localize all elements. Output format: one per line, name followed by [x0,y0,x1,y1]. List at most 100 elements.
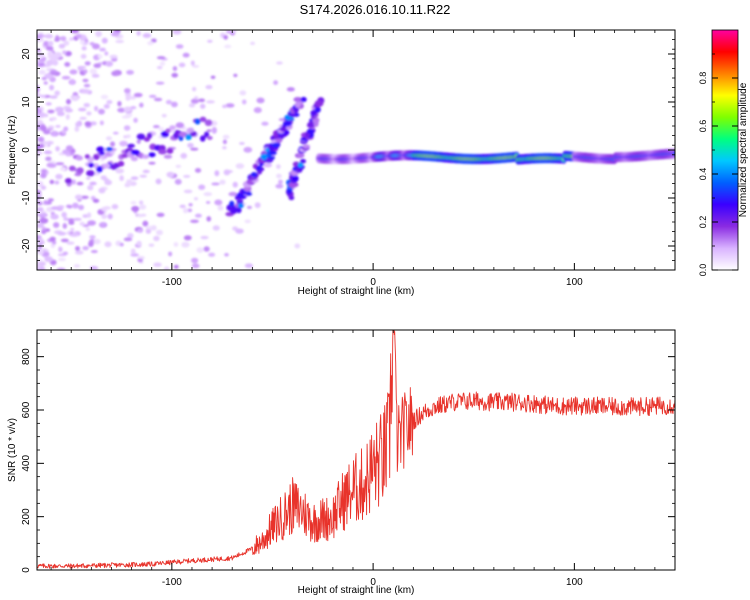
spectrogram-cell [76,167,84,174]
spectrogram-cell [148,161,156,165]
spectrogram-cell [105,147,113,152]
spectrogram-cell [40,168,48,174]
spectrogram-cell [190,60,195,66]
spectrogram-cell [62,251,69,256]
spectrogram-cell [291,175,299,183]
spectrogram-cell [306,128,314,134]
spectrogram-cell [148,243,155,247]
spectrogram-xtick-label: -100 [162,277,182,288]
spectrogram-cell [64,51,72,57]
spectrogram-cell [161,113,167,118]
spectrogram-cell [97,54,103,59]
spectrogram-cell [139,200,144,205]
spectrogram-cell [63,217,69,221]
colorbar-tick-label: 0.0 [698,264,708,277]
spectrogram-cell [193,197,199,201]
spectrogram-cell [196,247,204,253]
spectrogram-cell [44,73,54,79]
spectrogram-cell [58,246,63,253]
spectrogram-cell [146,132,153,139]
spectrogram-xtick-label: 0 [370,277,376,288]
spectrogram-cell [57,231,67,236]
spectrogram-cell [286,87,295,92]
spectrogram-cell [70,151,75,156]
spectrogram-cell [66,98,72,105]
spectrogram-cell [119,242,124,247]
spectrogram-cell [37,207,44,212]
spectrogram-cell [192,86,197,92]
spectrogram-cell [244,219,251,224]
spectrogram-cell [174,178,182,185]
spectrogram-cell [153,97,163,102]
spectrogram-cell [142,169,150,174]
spectrogram-marks [37,30,675,270]
spectrogram-cell [43,113,49,118]
spectrogram-cell [52,222,60,228]
spectrogram-cell [199,116,207,122]
spectrogram-cell [278,179,283,185]
spectrogram-cell [98,150,105,156]
spectrogram-cell [66,241,75,245]
spectrogram-cell [153,125,160,129]
spectrogram-cell [93,105,99,112]
spectrogram-cell [222,146,227,150]
spectrogram-cell [37,63,46,66]
spectrogram-cell [244,263,254,269]
spectrogram-cell [40,185,47,190]
spectrogram-cell [156,56,166,60]
spectrogram-cell [45,102,52,106]
spectrogram-cell [41,227,47,231]
spectrogram-cell [47,109,55,114]
spectrogram-cell [236,206,242,214]
spectrogram-cell [38,58,46,63]
spectrogram-ytick-label: -20 [21,238,32,253]
spectrogram-cell [194,96,199,100]
spectrogram-cell [49,179,55,185]
spectrogram-x-axis: -100 0 100 [50,30,676,288]
spectrogram-cell [52,240,57,245]
spectrogram-cell [211,182,220,186]
spectrogram-cell [119,175,124,182]
spectrogram-cell [203,131,210,138]
spectrogram-cell [173,264,179,269]
spectrogram-cell [273,80,279,85]
spectrogram-cell [89,121,97,126]
spectrogram-cell [294,243,301,249]
spectrogram-cell [136,30,141,36]
spectrogram-cell [85,227,90,231]
spectrogram-cell [39,94,47,98]
spectrogram-cell [103,178,110,182]
spectrogram-cell [43,81,48,85]
spectrogram-cell [111,70,120,77]
spectrogram-cell [194,213,202,218]
spectrogram-cell [90,249,98,254]
spectrogram-cell [314,106,321,113]
spectrogram-cell [130,253,139,257]
spectrogram-cell [58,43,66,49]
spectrogram-cell [181,241,190,248]
spectrogram-cell [137,256,145,260]
spectrogram-cell [47,51,54,57]
spectrogram-cell [115,39,125,44]
spectrogram-cell [111,57,118,62]
spectrogram-cell [43,200,48,205]
colorbar: 0.0 0.2 0.4 0.6 0.8 Normalized spectral ampl… [698,29,749,277]
spectrogram-cell [109,54,118,59]
spectrogram-cell [232,181,238,188]
spectrogram-cell [226,30,232,34]
spectrogram-cell [49,84,55,91]
snr-y-axis: 0 200 400 600 800 [21,329,675,573]
spectrogram-cell [47,198,54,202]
spectrogram-cell [69,37,74,41]
spectrogram-cell [194,168,202,173]
snr-ytick-label: 0 [21,567,32,573]
spectrogram-cell [224,44,232,49]
spectrogram-cell [123,88,131,94]
spectrogram-cell [119,140,128,147]
spectrogram-cell [105,60,114,67]
spectrogram-cell [297,153,305,159]
spectrogram-cell [117,107,126,113]
spectrogram-cell [180,152,188,159]
colorbar-tick-label: 0.4 [698,168,708,181]
spectrogram-cell [78,107,87,112]
